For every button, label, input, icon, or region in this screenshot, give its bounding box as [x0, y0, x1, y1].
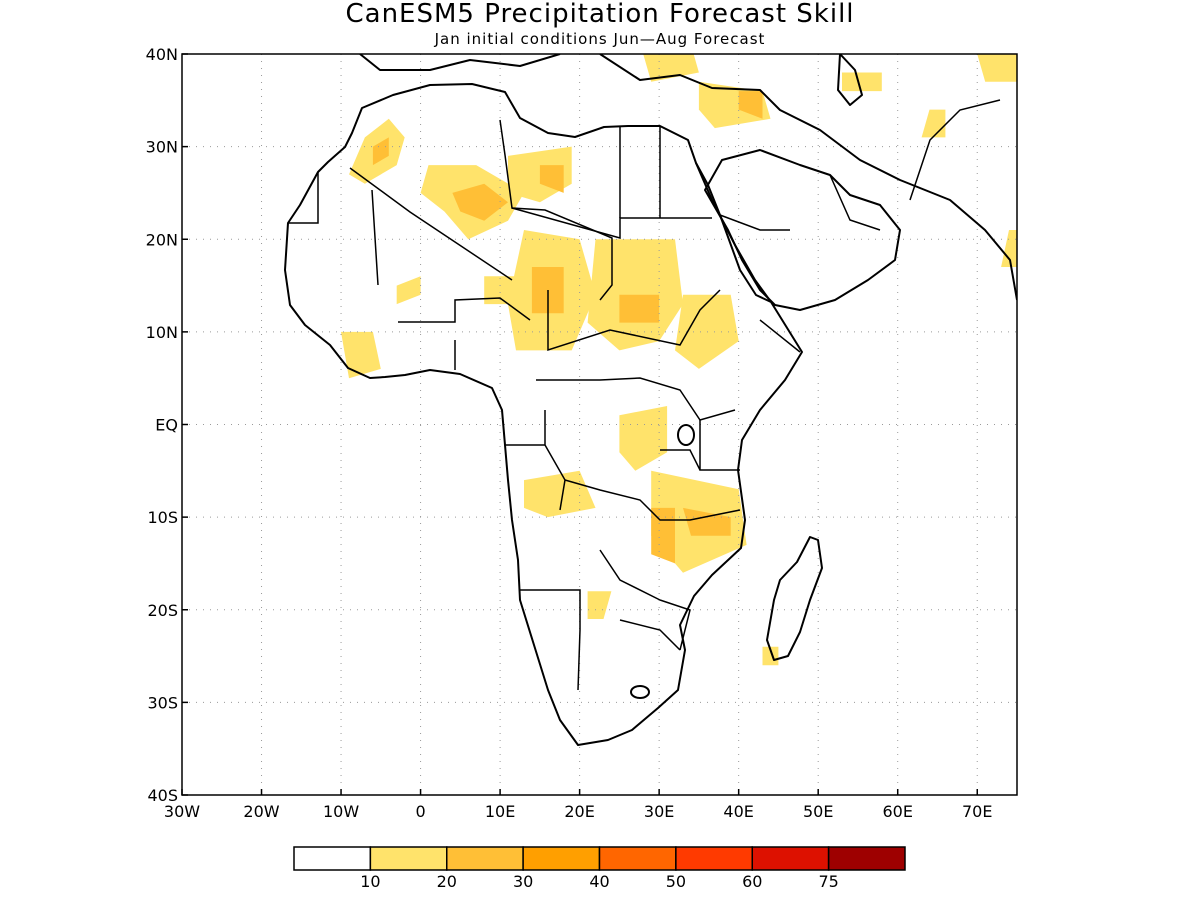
colorbar-label: 20	[437, 872, 457, 891]
africa-coastline	[284, 83, 803, 746]
colorbar-label: 10	[360, 872, 380, 891]
y-tick-label: EQ	[155, 416, 178, 435]
colorbar-swatch	[827, 846, 906, 871]
skill-region	[921, 109, 946, 138]
skill-region	[372, 137, 389, 166]
colorbar-label: 40	[589, 872, 609, 891]
skill-region	[977, 54, 1017, 82]
coastline-layer	[284, 54, 1017, 746]
lesotho-outline	[630, 685, 650, 699]
colorbar-label: 30	[513, 872, 533, 891]
colorbar-label: 60	[742, 872, 762, 891]
skill-region	[619, 294, 660, 323]
y-tick-label: 10S	[147, 508, 178, 527]
colorbar-label: 50	[666, 872, 686, 891]
skill-region	[643, 54, 699, 82]
plot-frame	[181, 53, 1018, 796]
x-tick-label: 70E	[962, 802, 992, 821]
graticule	[181, 53, 1017, 796]
skill-region	[524, 470, 596, 518]
x-tick-label: 0	[415, 802, 425, 821]
lake-victoria	[677, 424, 695, 446]
x-tick-label: 30W	[164, 802, 200, 821]
map-title: CanESM5 Precipitation Forecast Skill	[345, 0, 854, 29]
y-tick-label: 30N	[146, 138, 178, 157]
skill-shading-layer	[341, 54, 1017, 666]
arabia-coastline	[704, 149, 901, 311]
y-tick-label: 40S	[147, 786, 178, 805]
colorbar: 10 20 30 40 50 60 75	[293, 846, 906, 891]
madagascar-coastline	[766, 536, 823, 661]
colorbar-swatch	[675, 846, 753, 871]
skill-region	[484, 276, 524, 305]
skill-region	[1001, 230, 1017, 267]
europe-coastline	[359, 54, 1017, 301]
x-tick-label: 20E	[564, 802, 594, 821]
colorbar-swatch	[598, 846, 677, 871]
colorbar-label: 75	[818, 872, 838, 891]
x-tick-label: 30E	[644, 802, 674, 821]
x-tick-label: 10E	[485, 802, 515, 821]
colorbar-swatch	[522, 846, 601, 871]
y-tick-label: 40N	[146, 45, 178, 64]
skill-region	[619, 406, 668, 471]
skill-region	[738, 91, 763, 119]
y-tick-label: 20N	[146, 230, 178, 249]
country-borders	[288, 99, 1001, 691]
caspian-sea-coastline	[837, 54, 863, 106]
skill-region	[651, 507, 675, 564]
x-tick-label: 20W	[243, 802, 279, 821]
colorbar-swatch	[293, 846, 372, 871]
x-tick-label: 40E	[723, 802, 753, 821]
y-tick-label: 20S	[147, 601, 178, 620]
x-tick-label: 10W	[323, 802, 359, 821]
skill-region	[539, 165, 564, 193]
skill-region	[587, 591, 612, 619]
axis-ticks: 30W 20W 10W 0 10E 20E 30E 40E 50E 60E 70E 40N 30N 20N…	[146, 45, 993, 821]
y-tick-label: 30S	[147, 693, 178, 712]
skill-region	[396, 276, 421, 305]
skill-region	[452, 183, 508, 221]
map-subtitle: Jan initial conditions Jun—Aug Forecast	[434, 30, 766, 48]
colorbar-swatch	[446, 846, 524, 871]
skill-region	[675, 294, 739, 369]
y-tick-label: 10N	[146, 323, 178, 342]
skill-region	[341, 331, 381, 379]
colorbar-swatch	[369, 846, 448, 871]
colorbar-swatch	[751, 846, 830, 871]
red-sea-coast	[695, 162, 772, 303]
skill-region	[842, 72, 882, 92]
x-tick-label: 50E	[803, 802, 833, 821]
x-tick-label: 60E	[882, 802, 912, 821]
